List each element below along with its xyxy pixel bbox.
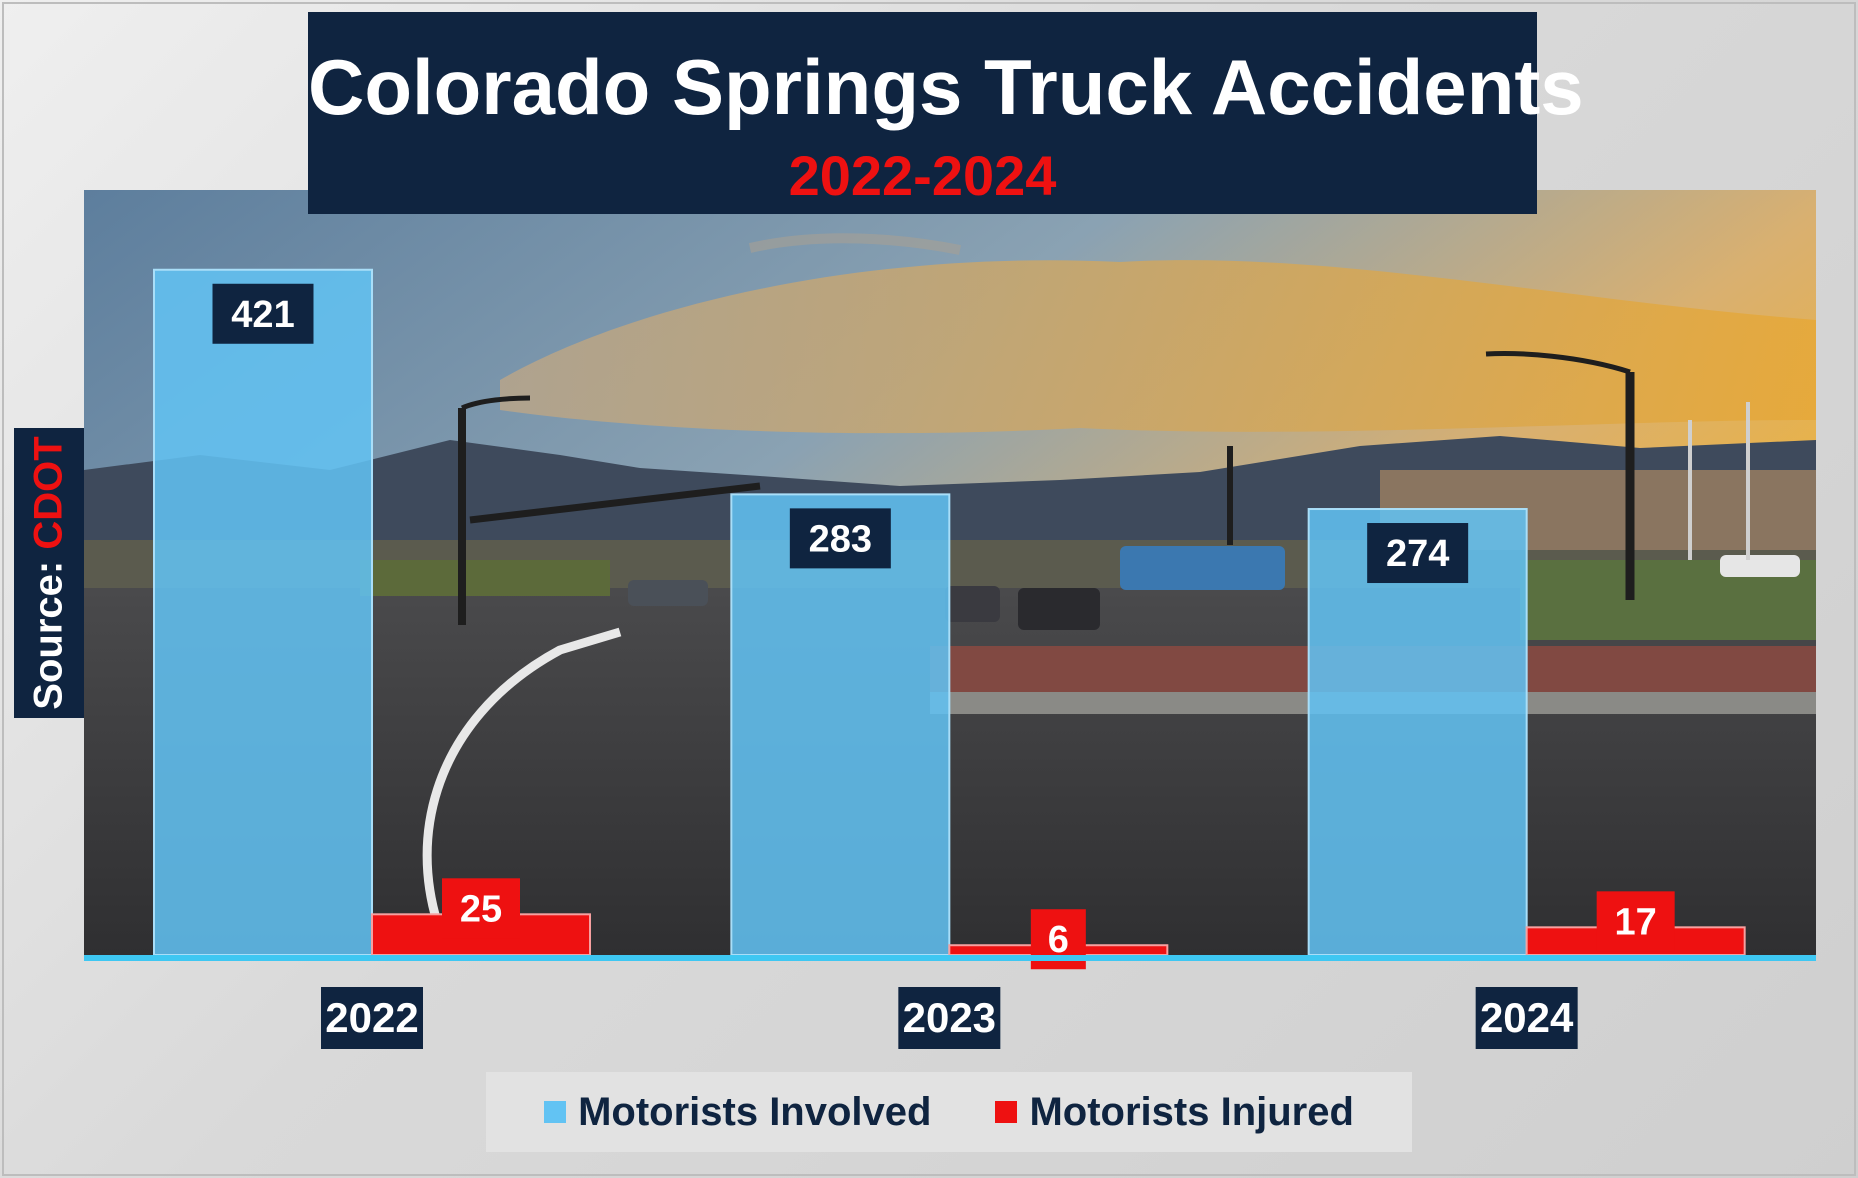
bar-involved-2024 (1307, 508, 1528, 956)
x-tick-label-2023: 2023 (903, 994, 996, 1041)
chart-subtitle: 2022-2024 (788, 144, 1057, 207)
x-tick-label-2022: 2022 (325, 994, 418, 1041)
legend-swatch-involved (544, 1101, 567, 1123)
legend-label-involved: Motorists Involved (578, 1089, 932, 1134)
title-box: Colorado Springs Truck Accidents 2022-20… (308, 12, 1584, 214)
data-label-bg-injured-2022 (442, 878, 520, 939)
source-box: Source: CDOT (14, 428, 84, 718)
chart-marks: 421 25 2022 283 6 2023 274 17 2024 (84, 268, 1816, 1049)
legend-swatch-injured (995, 1101, 1018, 1123)
legend-label-injured: Motorists Injured (1029, 1089, 1354, 1134)
data-label-bg-involved-2024 (1367, 523, 1469, 584)
x-tick-label-bg-2023 (898, 987, 1001, 1049)
bar-involved-2022 (153, 268, 373, 956)
data-label-injured-2022: 25 (460, 888, 502, 930)
data-label-involved-2023: 283 (809, 518, 872, 560)
data-label-involved-2022: 421 (231, 294, 294, 336)
x-tick-label-bg-2022 (321, 987, 423, 1049)
bar-involved-2023 (730, 493, 951, 956)
legend: Motorists Involved Motorists Injured (486, 1072, 1412, 1152)
data-label-injured-2023: 6 (1048, 919, 1069, 961)
source-text: Source: CDOT (27, 436, 72, 709)
data-label-bg-involved-2022 (212, 283, 314, 344)
data-label-bg-involved-2023 (789, 508, 891, 569)
x-axis-line (84, 955, 1816, 961)
data-label-injured-2024: 17 (1615, 901, 1657, 943)
legend-entry-involved: Motorists Involved (544, 1090, 931, 1135)
legend-entry-injured: Motorists Injured (995, 1089, 1354, 1135)
source-value: CDOT (26, 436, 71, 550)
data-label-involved-2024: 274 (1386, 533, 1449, 575)
x-tick-label-2024: 2024 (1480, 994, 1574, 1041)
chart-title: Colorado Springs Truck Accidents (308, 43, 1584, 131)
x-tick-label-bg-2024 (1475, 987, 1578, 1049)
data-label-bg-injured-2024 (1596, 891, 1675, 952)
source-label: Source: (26, 560, 71, 710)
